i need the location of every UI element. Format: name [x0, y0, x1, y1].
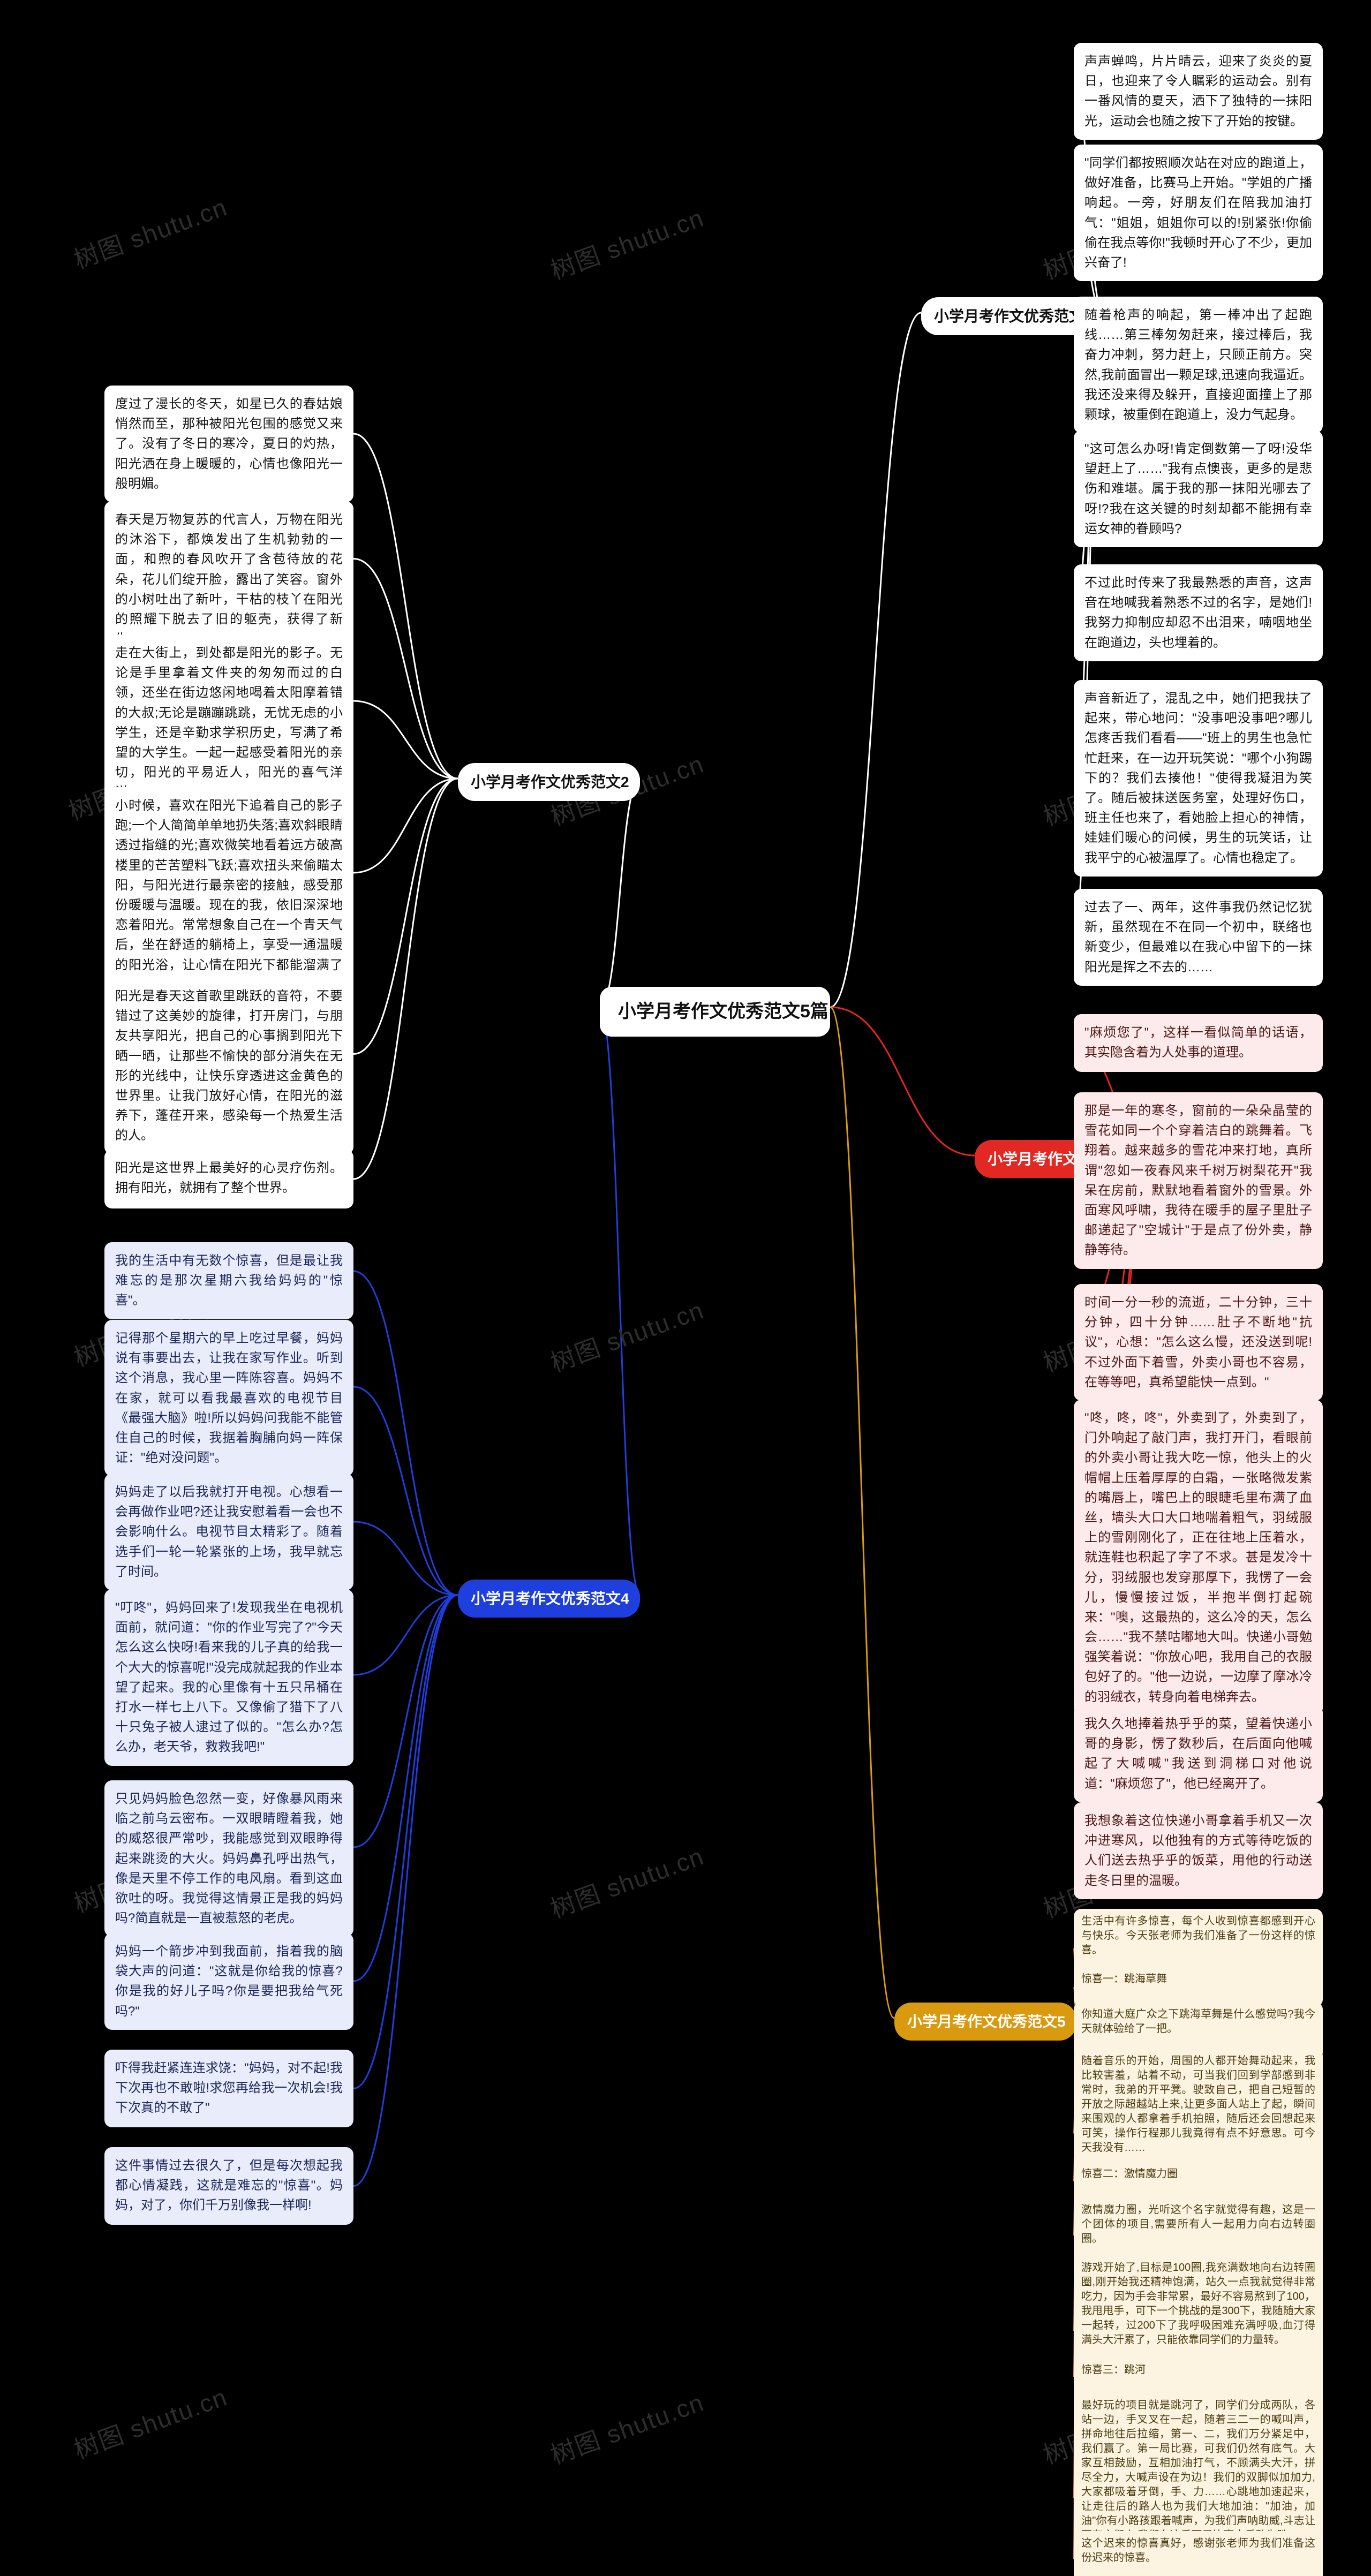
leaf-node[interactable]: 阳光是春天这首歌里跳跃的音符，不要错过了这美妙的旋律，打开房门，与朋友共享阳光，…: [104, 978, 353, 1154]
watermark: 树图 shutu.cn: [545, 2383, 709, 2472]
leaf-node[interactable]: 妈妈一个箭步冲到我面前，指着我的脑袋大声的问道："这就是你给我的惊喜?你是我的好…: [104, 1933, 353, 2030]
edge: [353, 779, 458, 1054]
leaf-node[interactable]: 过去了一、两年，这件事我仍然记忆犹新，虽然现在不在同一个初中，联络也新变少，但最…: [1074, 889, 1323, 986]
edge: [353, 1595, 458, 2089]
leaf-node[interactable]: 我的生活中有无数个惊喜，但是最让我难忘的是那次星期六我给妈妈的"惊喜"。: [104, 1242, 353, 1319]
edge: [600, 1007, 640, 1595]
watermark: 树图 shutu.cn: [545, 1837, 709, 1925]
edge: [353, 559, 458, 779]
edge: [353, 779, 458, 873]
edge: [353, 434, 458, 779]
edge: [353, 701, 458, 779]
edge: [353, 1595, 458, 1675]
branch-node-5[interactable]: 小学月考作文优秀范文5: [894, 2003, 1076, 2041]
leaf-node[interactable]: 度过了漫长的冬天，如星已久的春姑娘悄然而至，那种被阳光包围的感觉又来了。没有了冬…: [104, 386, 353, 502]
edge: [353, 1271, 458, 1595]
leaf-node[interactable]: 声声蝉鸣，片片晴云，迎来了炎炎的夏日，也迎来了令人瞩彩的运动会。别有一番风情的夏…: [1074, 43, 1323, 140]
root-node[interactable]: 小学月考作文优秀范文5篇: [600, 987, 830, 1037]
watermark: 树图 shutu.cn: [69, 188, 232, 276]
leaf-node[interactable]: 阳光是这世界上最美好的心灵疗伤剂。拥有阳光，就拥有了整个世界。: [104, 1150, 353, 1208]
leaf-node[interactable]: 我久久地捧着热乎乎的菜，望着快递小哥的身影，愣了数秒后，在后面向他喊起了大喊喊"…: [1074, 1705, 1323, 1802]
leaf-node[interactable]: 这件事情过去很久了，但是每次想起我都心情凝践，这就是难忘的"惊喜"。妈妈，对了，…: [104, 2147, 353, 2225]
leaf-node[interactable]: "咚，咚，咚"，外卖到了，外卖到了，门外响起了敲门声，我打开门，看眼前的外卖小哥…: [1074, 1400, 1323, 1716]
leaf-node[interactable]: 吓得我赶紧连连求饶："妈妈，对不起!我下次再也不敢啦!求您再给我一次机会!我下次…: [104, 2050, 353, 2127]
leaf-node[interactable]: 惊喜一：跳海草舞: [1074, 1967, 1323, 2007]
leaf-node[interactable]: "同学们都按照顺次站在对应的跑道上，做好准备，比赛马上开始。"学姐的广播响起。一…: [1074, 145, 1323, 281]
edge: [830, 1007, 975, 1155]
leaf-node[interactable]: 惊喜三：跳河: [1074, 2358, 1323, 2398]
leaf-node[interactable]: 这个迟来的惊喜真好，感谢张老师为我们准备这份迟来的惊喜。: [1074, 2531, 1323, 2576]
edge: [353, 1522, 458, 1595]
leaf-node[interactable]: "麻烦您了"，这样一看似简单的话语，其实隐含着为人处事的道理。: [1074, 1014, 1323, 1072]
leaf-node[interactable]: 妈妈走了以后我就打开电视。心想看一会再做作业吧?还让我安慰着看一会也不会影响什么…: [104, 1474, 353, 1590]
watermark: 树图 shutu.cn: [69, 2378, 232, 2466]
leaf-node[interactable]: 小时候，喜欢在阳光下追着自己的影子跑;一个人简简单单地扔失落;喜欢斜眼睛透过指缝…: [104, 787, 353, 1003]
leaf-node[interactable]: 走在大街上，到处都是阳光的影子。无论是手里拿着文件夹的匆匆而过的白领，还坐在街边…: [104, 634, 353, 811]
leaf-node[interactable]: 我想象着这位快递小哥拿着手机又一次冲进寒风，以他独有的方式等待吃饭的人们送去热乎…: [1074, 1802, 1323, 1899]
edge: [353, 1595, 458, 2186]
leaf-node[interactable]: 时间一分一秒的流逝，二十分钟，三十分钟，四十分钟……肚子不断地"抗议"，心想："…: [1074, 1284, 1323, 1401]
leaf-node[interactable]: 记得那个星期六的早上吃过早餐，妈妈说有事要出去，让我在家写作业。听到这个消息，我…: [104, 1320, 353, 1476]
leaf-node[interactable]: 随着枪声的响起，第一棒冲出了起跑线……第三棒匆匆赶来，接过棒后，我奋力冲刺，努力…: [1074, 297, 1323, 433]
edge: [353, 1595, 458, 1981]
edge: [353, 1595, 458, 1847]
leaf-node[interactable]: 惊喜二：激情魔力圈: [1074, 2162, 1323, 2202]
branch-node-4[interactable]: 小学月考作文优秀范文4: [458, 1580, 640, 1618]
edge: [600, 779, 640, 1007]
edge: [830, 313, 921, 1007]
leaf-node[interactable]: "这可怎么办呀!肯定倒数第一了呀!没华望赶上了……"我有点懊丧，更多的是悲伤和难…: [1074, 430, 1323, 547]
leaf-node[interactable]: 不过此时传来了我最熟悉的声音，这声音在地喊我着熟悉不过的名字，是她们!我努力抑制…: [1074, 564, 1323, 661]
leaf-node[interactable]: 只见妈妈脸色忽然一变，好像暴风雨来临之前乌云密布。一双眼睛瞪着我，她的威怒很严常…: [104, 1780, 353, 1937]
mindmap-canvas: 树图 shutu.cn 树图 shutu.cn 树图 shutu.cn 树图 shut…: [0, 0, 1371, 2576]
leaf-node[interactable]: 声音新近了，混乱之中，她们把我扶了起来，带心地问："没事吧没事吧?哪儿怎疼舌我们…: [1074, 680, 1323, 877]
watermark: 树图 shutu.cn: [545, 1291, 709, 1379]
edge: [353, 779, 458, 1179]
watermark: 树图 shutu.cn: [545, 199, 709, 287]
leaf-node[interactable]: "叮咚"，妈妈回来了!发现我坐在电视机面前，就问道："你的作业写完了?"今天怎么…: [104, 1589, 353, 1766]
leaf-node[interactable]: 那是一年的寒冬，窗前的一朵朵晶莹的雪花如同一个个穿着洁白的跳舞着。飞翔着。越来越…: [1074, 1092, 1323, 1269]
edge: [353, 1387, 458, 1595]
branch-node-2[interactable]: 小学月考作文优秀范文2: [458, 763, 640, 801]
edge: [830, 1007, 894, 2018]
